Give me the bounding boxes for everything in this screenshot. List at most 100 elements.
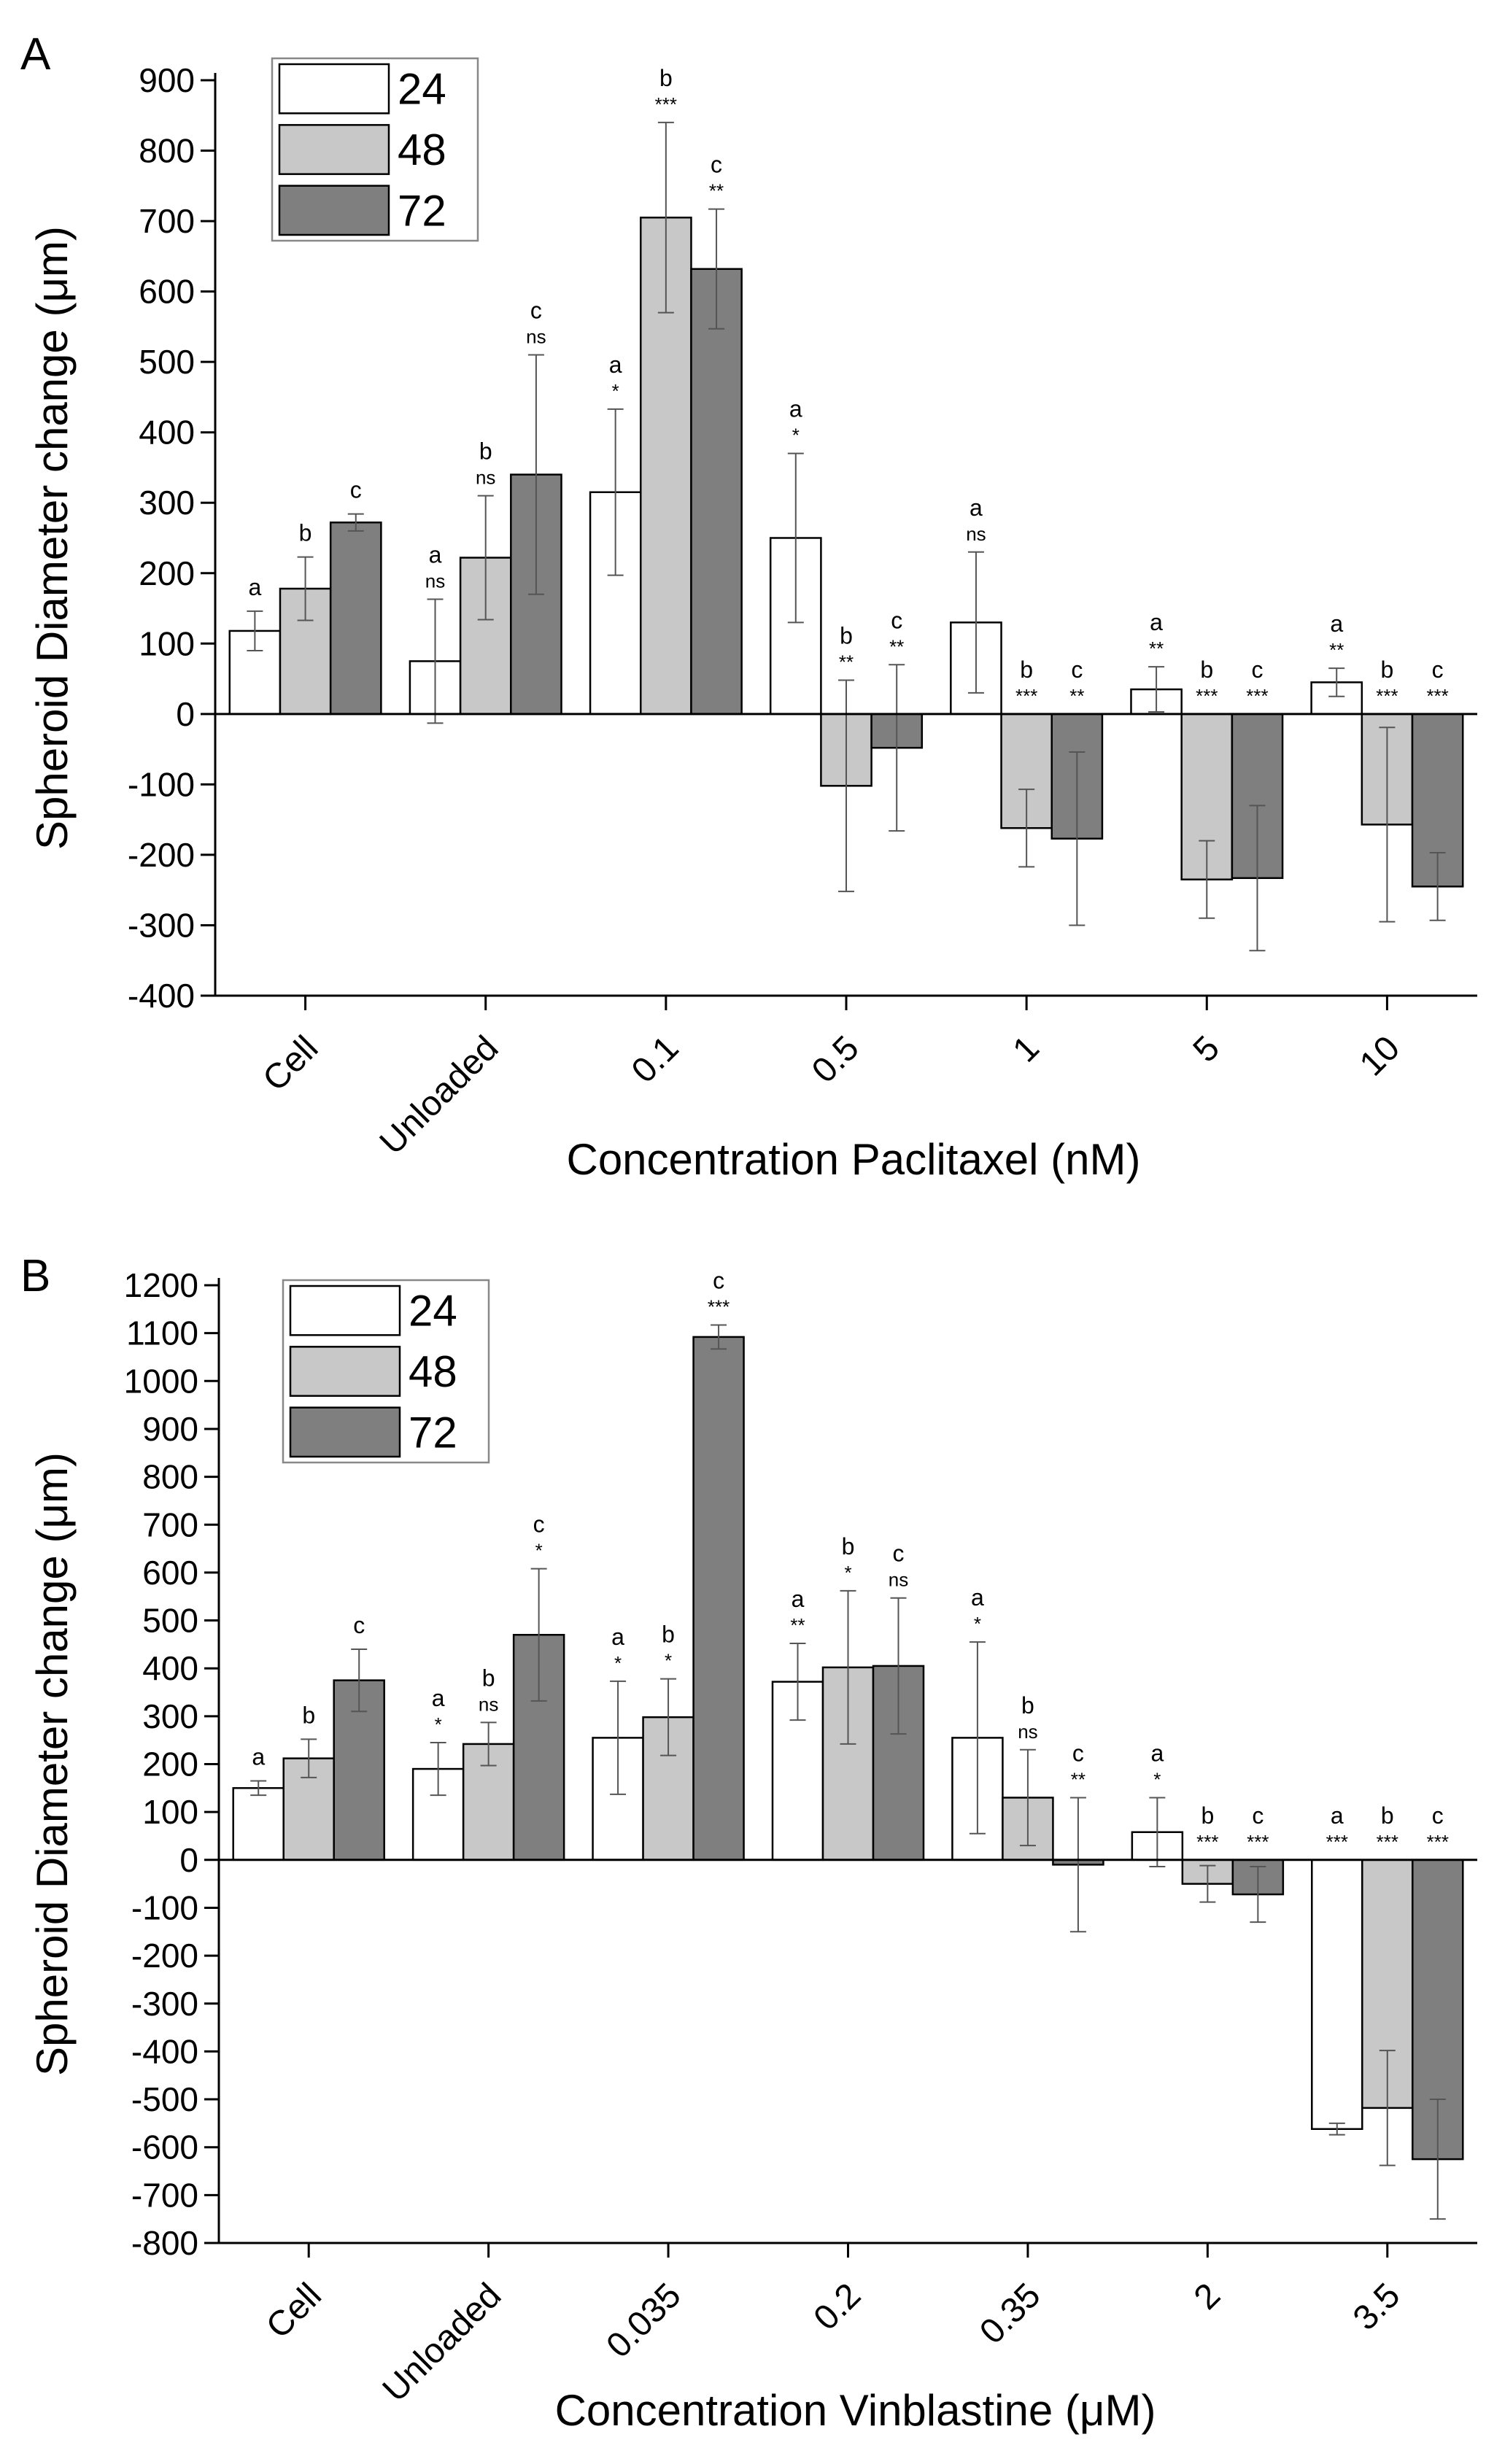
legend-label: 24 [398, 65, 446, 114]
group-letter-label: b [482, 1665, 495, 1691]
significance-label: ** [839, 651, 854, 673]
y-tick-label: 900 [139, 61, 195, 99]
legend-swatch [278, 124, 390, 175]
group-letter-label: c [353, 1612, 365, 1638]
x-tick-label: 0.035 [599, 2276, 688, 2365]
group-letter-label: b [1021, 1692, 1034, 1719]
group-letter-label: a [1150, 609, 1163, 635]
y-tick-label: -200 [131, 1937, 198, 1975]
significance-label: * [612, 380, 619, 402]
y-tick-label: -200 [128, 836, 195, 874]
significance-label: *** [1247, 1831, 1269, 1853]
error-bar [527, 354, 544, 595]
y-tick-label: -300 [128, 906, 195, 944]
y-tick-label: 200 [139, 554, 195, 592]
y-tick-label: -700 [131, 2176, 198, 2214]
significance-label: * [535, 1540, 543, 1562]
significance-label: * [792, 425, 800, 446]
y-tick-label: -400 [128, 977, 195, 1015]
y-tick-label: 200 [142, 1746, 198, 1783]
error-bar [530, 1568, 547, 1702]
panel-letter: A [20, 29, 51, 80]
legend-swatch [289, 1285, 401, 1336]
error-bar [787, 452, 804, 624]
group-letter-label: b [299, 520, 312, 546]
error-bar [969, 1641, 986, 1835]
group-letter-label: b [1381, 656, 1394, 683]
error-bar [347, 513, 364, 532]
y-tick-label: -100 [131, 1888, 198, 1926]
error-bar [1249, 805, 1266, 952]
group-letter-label: a [792, 1586, 805, 1612]
bar-72h-1 [329, 522, 382, 716]
x-tick-label: 3.5 [1346, 2276, 1408, 2338]
group-letter-label: c [1071, 656, 1083, 683]
error-bar [708, 208, 725, 330]
group-letter-label: a [1150, 1740, 1164, 1766]
group-letter-label: c [530, 298, 542, 324]
x-tick-label: Cell [255, 1028, 325, 1099]
legend-swatch [278, 185, 390, 236]
group-letter-label: c [1072, 1740, 1084, 1766]
error-bar [1379, 2050, 1396, 2166]
significance-label: * [665, 1650, 672, 1672]
significance-label: ** [1071, 1768, 1086, 1790]
y-tick-label: 100 [142, 1793, 198, 1831]
error-bar [890, 1597, 907, 1735]
group-letter-label: c [1432, 656, 1444, 683]
significance-label: ** [1329, 639, 1344, 661]
significance-label: ** [889, 635, 904, 657]
error-bar [1328, 2122, 1345, 2136]
group-letter-label: a [789, 396, 802, 422]
x-tick-label: 10 [1353, 1028, 1407, 1083]
bar-72h-3 [690, 268, 743, 716]
significance-label: *** [1426, 685, 1448, 707]
y-tick-label: 800 [139, 132, 195, 170]
group-letter-label: b [1381, 1802, 1394, 1829]
y-tick-label: 300 [139, 484, 195, 522]
y-tick-label: -400 [131, 2032, 198, 2070]
group-letter-label: a [248, 574, 261, 600]
error-bar [1148, 666, 1165, 713]
y-tick-label: 1100 [126, 1314, 198, 1352]
x-axis-title: Concentration Paclitaxel (nM) [566, 1135, 1140, 1184]
error-bar [1379, 727, 1396, 923]
error-bar [351, 1648, 368, 1713]
group-letter-label: c [711, 152, 722, 178]
group-letter-label: a [611, 1624, 624, 1650]
x-tick-label: 0.35 [972, 2276, 1048, 2352]
y-tick-label: 500 [142, 1602, 198, 1640]
x-tick-label: Cell [259, 2276, 329, 2346]
y-tick-label: 400 [139, 414, 195, 452]
group-letter-label: a [252, 1743, 265, 1770]
y-tick-label: 600 [142, 1554, 198, 1592]
significance-label: * [844, 1562, 851, 1584]
significance-label: ** [790, 1614, 805, 1636]
significance-label: *** [1326, 1831, 1348, 1853]
error-bar [1019, 1748, 1036, 1847]
legend-swatch [289, 1406, 401, 1458]
group-letter-label: a [1330, 611, 1343, 637]
group-letter-label: a [429, 541, 442, 567]
error-bar [1199, 840, 1215, 919]
significance-label: *** [1427, 1831, 1449, 1853]
significance-label: ns [526, 326, 546, 348]
y-tick-label: 1000 [124, 1362, 198, 1400]
error-bar [247, 610, 263, 651]
x-tick-label: 0.2 [807, 2276, 869, 2338]
legend: 24 48 72 [282, 1279, 490, 1464]
x-tick-label: Unloaded [373, 1028, 506, 1162]
x-tick-label: 0.5 [805, 1028, 867, 1090]
group-letter-label: b [479, 438, 492, 465]
legend-swatch [289, 1346, 401, 1397]
group-letter-label: a [971, 1584, 984, 1611]
significance-label: ns [479, 1693, 498, 1715]
error-bar [1069, 1797, 1086, 1933]
group-letter-label: b [1020, 656, 1033, 683]
error-bar [1069, 751, 1086, 926]
group-letter-label: b [1200, 656, 1213, 683]
group-letter-label: c [713, 1267, 724, 1293]
significance-label: *** [1376, 685, 1398, 707]
error-bar [430, 1741, 446, 1797]
